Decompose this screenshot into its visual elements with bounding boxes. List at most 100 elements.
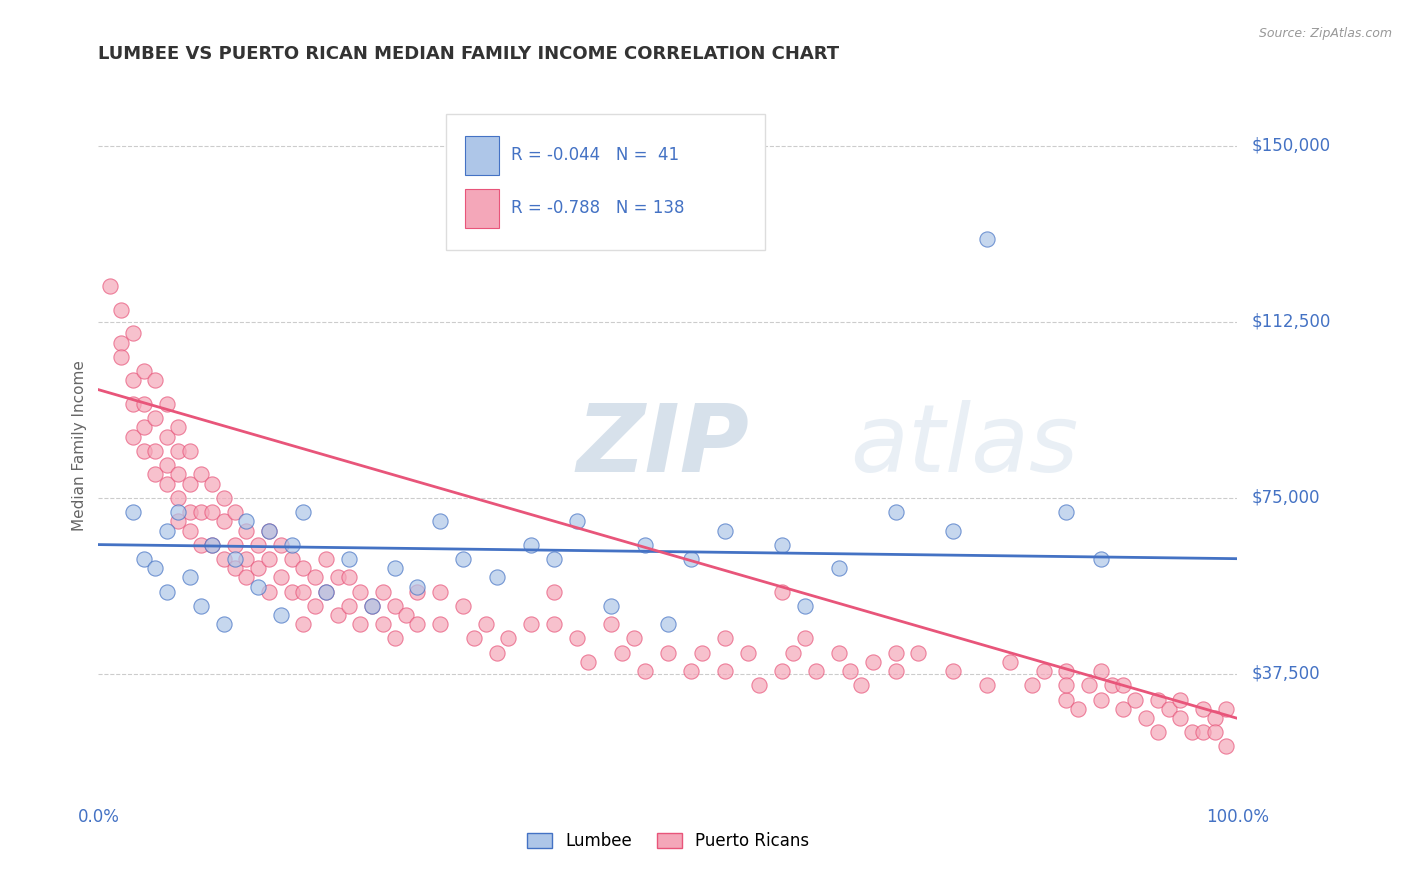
Point xyxy=(1192,702,1215,716)
Point xyxy=(486,570,509,584)
Point xyxy=(315,584,337,599)
Point xyxy=(270,570,292,584)
Point xyxy=(201,505,224,519)
Point xyxy=(1054,665,1078,679)
Point xyxy=(406,580,429,594)
Point xyxy=(1181,725,1204,739)
Point xyxy=(121,505,143,519)
Point xyxy=(224,505,246,519)
Point xyxy=(976,232,998,246)
Point xyxy=(259,524,281,538)
Point xyxy=(804,665,827,679)
Point xyxy=(690,646,713,660)
Text: $75,000: $75,000 xyxy=(1251,489,1320,507)
Text: atlas: atlas xyxy=(851,401,1078,491)
Text: R = -0.044   N =  41: R = -0.044 N = 41 xyxy=(510,146,679,164)
Point xyxy=(748,678,770,692)
Point xyxy=(304,570,326,584)
Point xyxy=(235,570,257,584)
Point xyxy=(884,646,907,660)
Point xyxy=(1157,702,1180,716)
Point xyxy=(190,538,212,552)
Point xyxy=(406,617,429,632)
Point xyxy=(315,584,337,599)
Point xyxy=(337,599,360,613)
Point xyxy=(270,538,292,552)
Point xyxy=(770,584,793,599)
Point xyxy=(520,617,543,632)
Point xyxy=(121,397,143,411)
Point xyxy=(714,632,737,646)
Point xyxy=(543,584,565,599)
Point xyxy=(224,551,246,566)
Point xyxy=(145,443,167,458)
Point xyxy=(110,335,132,350)
Point xyxy=(1054,678,1078,692)
Point xyxy=(657,646,679,660)
Point xyxy=(349,584,371,599)
Point xyxy=(634,538,657,552)
Point xyxy=(634,665,657,679)
Point xyxy=(384,632,406,646)
Point xyxy=(110,302,132,317)
Point xyxy=(326,607,349,622)
Point xyxy=(600,599,623,613)
Point xyxy=(167,443,190,458)
Point xyxy=(167,505,190,519)
Point xyxy=(600,617,623,632)
Point xyxy=(190,505,212,519)
Point xyxy=(1032,665,1054,679)
Point xyxy=(451,551,474,566)
Point xyxy=(179,476,201,491)
Point xyxy=(429,617,451,632)
Point xyxy=(1215,702,1237,716)
Point xyxy=(292,584,315,599)
Point xyxy=(1123,692,1146,706)
Point xyxy=(281,584,304,599)
Point xyxy=(451,599,474,613)
Point xyxy=(156,524,179,538)
Point xyxy=(1021,678,1043,692)
Point xyxy=(429,584,451,599)
Point xyxy=(1204,711,1226,725)
Point xyxy=(1067,702,1090,716)
Point xyxy=(486,646,509,660)
Point xyxy=(714,665,737,679)
Point xyxy=(167,514,190,528)
Point xyxy=(395,607,418,622)
Point xyxy=(520,538,543,552)
Point xyxy=(132,443,155,458)
Text: $37,500: $37,500 xyxy=(1251,665,1320,682)
Point xyxy=(224,561,246,575)
Point xyxy=(190,467,212,482)
Point xyxy=(259,584,281,599)
Point xyxy=(828,561,851,575)
Point xyxy=(259,551,281,566)
Point xyxy=(429,514,451,528)
Point xyxy=(337,570,360,584)
Text: Source: ZipAtlas.com: Source: ZipAtlas.com xyxy=(1258,27,1392,40)
Point xyxy=(1090,665,1112,679)
Point xyxy=(942,665,965,679)
Point xyxy=(793,599,815,613)
Point xyxy=(474,617,496,632)
Point xyxy=(110,350,132,364)
Point xyxy=(907,646,929,660)
Point xyxy=(145,561,167,575)
Point xyxy=(156,397,179,411)
Text: LUMBEE VS PUERTO RICAN MEDIAN FAMILY INCOME CORRELATION CHART: LUMBEE VS PUERTO RICAN MEDIAN FAMILY INC… xyxy=(98,45,839,62)
Point xyxy=(942,524,965,538)
Point xyxy=(851,678,873,692)
Legend: Lumbee, Puerto Ricans: Lumbee, Puerto Ricans xyxy=(519,824,817,859)
Point xyxy=(576,655,599,669)
Text: $112,500: $112,500 xyxy=(1251,312,1330,331)
Point xyxy=(565,514,588,528)
Point xyxy=(1170,711,1192,725)
Point xyxy=(281,551,304,566)
Point xyxy=(292,561,315,575)
Point xyxy=(1101,678,1123,692)
FancyBboxPatch shape xyxy=(465,189,499,228)
Point xyxy=(121,326,143,341)
Point xyxy=(235,514,257,528)
Point xyxy=(349,617,371,632)
